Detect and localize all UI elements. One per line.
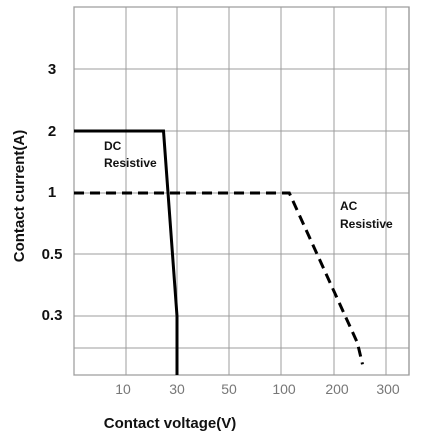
y-tick-label-0.3: 0.3 (42, 307, 63, 324)
x-tick-label-50: 50 (221, 381, 237, 397)
ac-resistive-series-line (74, 191, 364, 365)
dc-resistive-label-line1: DC (104, 139, 122, 153)
x-tick-labels: 10 30 50 100 200 300 (115, 381, 400, 397)
x-tick-label-30: 30 (169, 381, 185, 397)
x-tick-label-300: 300 (376, 381, 400, 397)
series-layer (74, 129, 364, 375)
dc-resistive-label-line2: Resistive (104, 156, 157, 170)
x-tick-label-100: 100 (272, 381, 296, 397)
ac-resistive-label-line1: AC (340, 199, 358, 213)
dc-resistive-series-line (74, 129, 179, 375)
y-tick-labels: 3 2 1 0.5 0.3 (42, 61, 63, 324)
y-tick-label-1: 1 (48, 184, 56, 201)
ac-resistive-label-line2: Resistive (340, 217, 393, 231)
x-axis-title: Contact voltage(V) (104, 415, 237, 432)
y-tick-label-2: 2 (48, 123, 56, 140)
y-tick-label-3: 3 (48, 61, 56, 78)
y-axis-title: Contact current(A) (11, 130, 28, 263)
x-tick-label-10: 10 (115, 381, 131, 397)
plot-frame (73, 6, 410, 376)
x-tick-label-200: 200 (325, 381, 349, 397)
series-labels: DC Resistive AC Resistive (104, 139, 393, 231)
y-tick-label-0.5: 0.5 (42, 246, 63, 263)
grid-layer (73, 6, 410, 376)
